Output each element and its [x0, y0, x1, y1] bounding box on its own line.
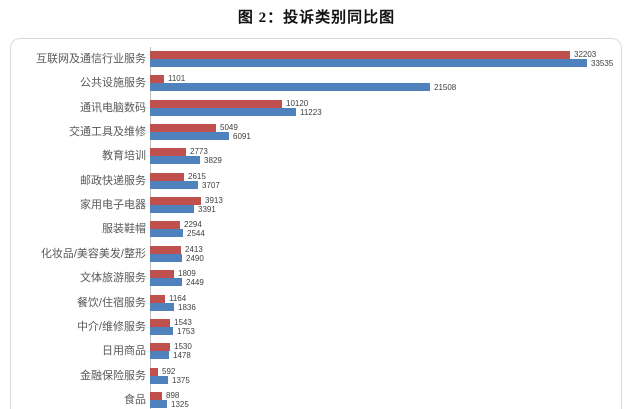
value-label-blue: 3829: [204, 156, 222, 166]
category-label: 邮政快递服务: [80, 174, 146, 187]
bar-blue: [150, 399, 167, 408]
bar-blue: [150, 83, 430, 92]
value-label-blue: 33535: [591, 59, 614, 68]
value-label-red: 1530: [174, 342, 192, 352]
value-label-blue: 3391: [198, 205, 216, 215]
bar-blue: [150, 205, 194, 214]
chart-title: 图 2：投诉类别同比图: [237, 10, 396, 26]
bar-red: [150, 148, 186, 157]
bar-red: [150, 51, 570, 59]
chart-row: 交通工具及维修 5049 6091: [11, 123, 621, 142]
category-label: 公共设施服务: [80, 77, 146, 90]
value-label-blue: 2490: [186, 253, 204, 263]
chart-row: 日用商品 1530 1478: [11, 342, 621, 361]
category-label: 家用电子电器: [80, 199, 146, 212]
value-label-blue: 11223: [300, 107, 322, 117]
bar-blue: [150, 156, 200, 165]
category-label: 教育培训: [102, 150, 146, 163]
bar-blue: [150, 351, 169, 360]
value-label-blue: 1375: [172, 375, 190, 385]
value-label-blue: 1753: [177, 326, 195, 336]
bar-red: [150, 391, 162, 400]
chart-row: 互联网及通信行业服务 32203 33535: [11, 50, 621, 68]
bar-blue: [150, 180, 198, 189]
chart-row: 中介/维修服务 1543 1753: [11, 317, 621, 336]
bar-red: [150, 343, 170, 352]
value-label-blue: 1836: [178, 302, 196, 312]
value-label-blue: 21508: [434, 83, 457, 93]
value-label-red: 1101: [168, 74, 186, 84]
chart-row: 金融保险服务 592 1375: [11, 366, 621, 385]
category-label: 通讯电脑数码: [80, 101, 146, 114]
bar-blue: [150, 229, 183, 238]
value-label-blue: 3707: [202, 180, 220, 190]
chart-row: 邮政快递服务 2615 3707: [11, 171, 621, 190]
bar-blue: [150, 107, 296, 116]
chart-row: 通讯电脑数码 10120 11223: [11, 98, 621, 117]
bar-red: [150, 245, 181, 254]
bar-blue: [150, 278, 182, 287]
chart-row: 餐饮/住宿服务 1164 1836: [11, 293, 621, 312]
bar-blue: [150, 132, 229, 141]
category-label: 中介/维修服务: [76, 320, 146, 333]
value-label-red: 1809: [178, 269, 196, 279]
bar-red: [150, 99, 282, 108]
value-label-blue: 2449: [186, 278, 204, 288]
value-label-blue: 6091: [233, 132, 251, 142]
category-label: 食品: [124, 393, 146, 406]
category-label: 日用商品: [102, 345, 146, 358]
bar-red: [150, 318, 170, 327]
value-label-red: 32203: [574, 50, 597, 59]
category-label: 餐饮/住宿服务: [76, 296, 146, 309]
chart-row: 食品 898 1325: [11, 390, 621, 409]
bar-red: [150, 124, 216, 133]
value-label-red: 2615: [188, 171, 206, 181]
bar-red: [150, 270, 174, 279]
category-label: 服装鞋帽: [102, 223, 146, 236]
value-label-red: 5049: [220, 123, 238, 133]
value-label-red: 2294: [184, 220, 202, 230]
category-label: 文体旅游服务: [80, 272, 146, 285]
bar-red: [150, 75, 164, 84]
value-label-red: 10120: [286, 98, 309, 108]
chart-row: 服装鞋帽 2294 2544: [11, 220, 621, 239]
bar-blue: [150, 302, 174, 311]
bar-red: [150, 294, 165, 303]
bar-red: [150, 367, 158, 376]
value-label-blue: 1478: [173, 351, 191, 361]
chart-row: 教育培训 2773 3829: [11, 147, 621, 166]
value-label-blue: 2544: [187, 229, 205, 239]
chart-row: 文体旅游服务 1809 2449: [11, 269, 621, 288]
bar-blue: [150, 326, 173, 335]
bar-red: [150, 197, 201, 206]
value-label-red: 2773: [190, 147, 208, 157]
value-label-red: 2413: [185, 244, 203, 254]
value-label-red: 3913: [205, 196, 223, 206]
bar-blue: [150, 375, 168, 384]
category-label: 交通工具及维修: [69, 126, 146, 139]
value-label-red: 1543: [174, 317, 192, 327]
bar-blue: [150, 59, 587, 67]
category-label: 金融保险服务: [80, 369, 146, 382]
value-label-red: 1164: [169, 293, 187, 303]
category-label: 化妆品/美容美发/整形: [40, 247, 146, 260]
chart-frame: 互联网及通信行业服务 32203 33535 公共设施服务 1101 21508 通讯电脑数…: [10, 38, 622, 409]
chart-row: 家用电子电器 3913 3391: [11, 196, 621, 215]
value-label-blue: 1325: [171, 399, 189, 409]
bar-red: [150, 172, 184, 181]
chart-row: 公共设施服务 1101 21508: [11, 74, 621, 93]
value-label-red: 898: [166, 390, 180, 400]
category-label: 互联网及通信行业服务: [36, 53, 146, 65]
bar-red: [150, 221, 180, 230]
chart-row: 化妆品/美容美发/整形 2413 2490: [11, 244, 621, 263]
value-label-red: 592: [162, 366, 176, 376]
bar-blue: [150, 253, 182, 262]
